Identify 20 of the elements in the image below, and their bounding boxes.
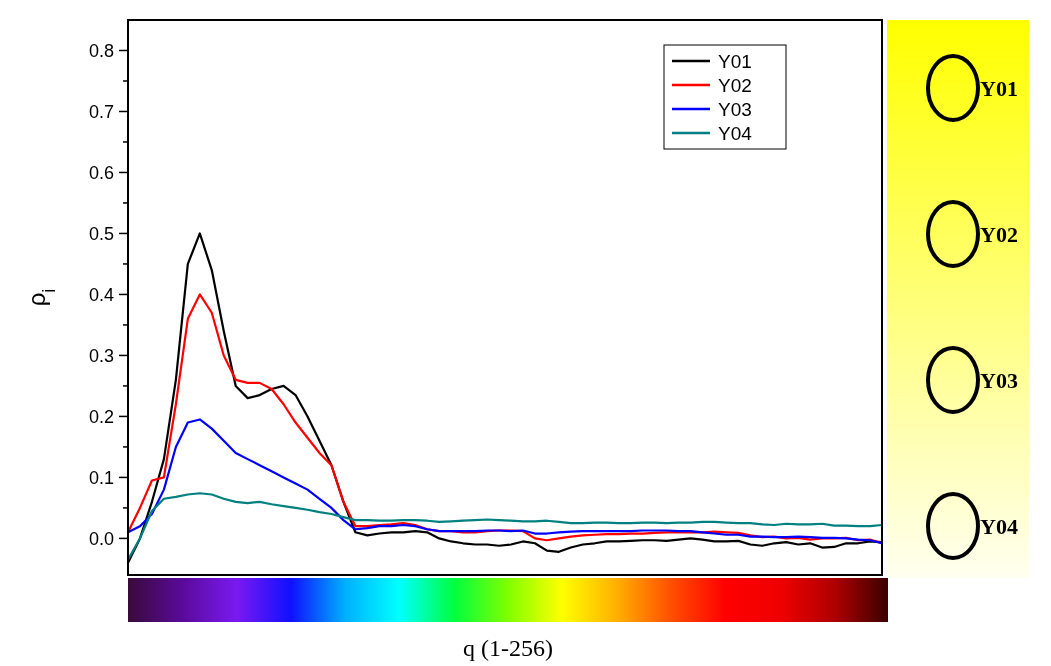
y-tick-label: 0.7 xyxy=(88,101,114,122)
y-tick-label: 0.2 xyxy=(88,406,114,427)
legend-label: Y03 xyxy=(718,98,752,120)
text: Y04 xyxy=(980,513,1018,539)
legend-label: Y01 xyxy=(718,50,752,72)
y-tick-label: 0.8 xyxy=(88,40,114,61)
text: Y01 xyxy=(980,75,1018,101)
y-tick-label: 0.1 xyxy=(88,467,114,488)
line-series xyxy=(126,418,884,545)
line-series xyxy=(126,492,884,561)
y-tick-label: 0.0 xyxy=(88,528,114,549)
legend-label: Y04 xyxy=(718,122,753,144)
text: Y02 xyxy=(980,221,1018,247)
x-axis-title: q (1-256) xyxy=(463,635,553,661)
y-tick-label: 0.5 xyxy=(88,223,114,244)
legend-label: Y02 xyxy=(718,74,752,96)
text: Y03 xyxy=(980,367,1018,393)
y-tick-label: 0.6 xyxy=(88,162,114,183)
y-tick-label: 0.3 xyxy=(88,345,114,366)
y-tick-label: 0.4 xyxy=(88,284,114,305)
